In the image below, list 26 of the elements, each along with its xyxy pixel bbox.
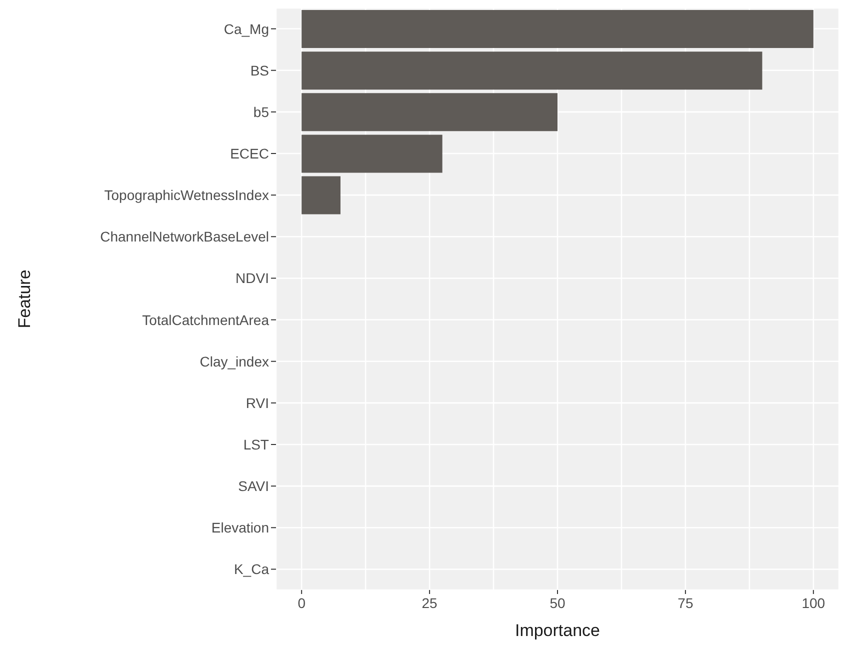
y-tick-label: Elevation [211,520,269,536]
y-tick-label: NDVI [236,270,269,286]
x-tick-label: 0 [298,595,306,611]
bar [302,52,762,90]
y-tick-label: TotalCatchmentArea [142,312,270,328]
y-tick-label: Clay_index [200,353,269,370]
y-tick-label: Ca_Mg [224,20,269,37]
x-tick-label: 100 [802,595,826,611]
x-tick-label: 25 [422,595,438,611]
bar [302,176,340,214]
y-tick-label: b5 [253,104,270,120]
y-tick-label: ChannelNetworkBaseLevel [100,228,269,245]
y-tick-label: ECEC [230,145,269,162]
bar [302,10,814,48]
y-tick-label: TopographicWetnessIndex [104,187,269,204]
x-tick-label: 50 [550,595,566,611]
y-axis-title: Feature [15,270,34,328]
y-tick-label: SAVI [238,478,269,494]
x-tick-label: 75 [678,595,694,611]
y-tick-label: BS [250,62,269,78]
bar [302,93,558,132]
bar [302,134,442,173]
y-tick-label: RVI [246,394,269,411]
y-tick-label: K_Ca [234,561,270,578]
y-tick-label: LST [243,436,270,452]
x-axis-title: Importance [514,621,600,640]
